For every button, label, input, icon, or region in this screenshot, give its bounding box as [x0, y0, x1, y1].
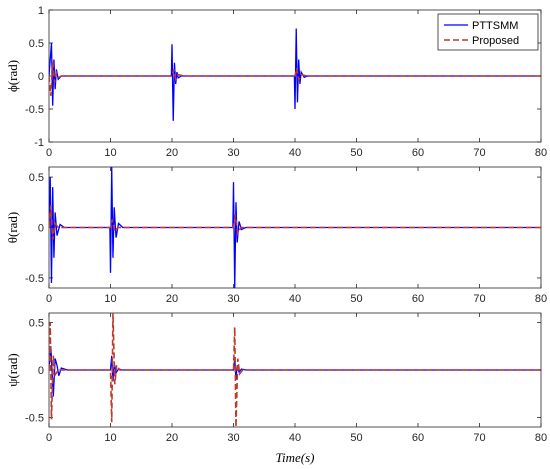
y-tick-label: 0 [38, 71, 44, 83]
x-tick-label: 30 [227, 147, 239, 159]
x-tick-label: 80 [535, 147, 547, 159]
x-axis-label: Time(s) [276, 450, 315, 465]
legend-label: PTTSMM [472, 20, 518, 32]
series-line-proposed [49, 61, 541, 96]
legend: PTTSMM Proposed [437, 13, 539, 51]
x-tick-label: 0 [46, 147, 52, 159]
y-tick-label: 0 [38, 365, 44, 377]
x-tick-label: 70 [473, 432, 485, 444]
y-tick-label: -0.5 [25, 273, 44, 285]
y-tick-label: -0.5 [25, 413, 44, 425]
x-tick-label: 30 [227, 432, 239, 444]
y-tick-label: 0.5 [29, 172, 44, 184]
series-line-proposed [49, 313, 541, 427]
x-tick-label: 50 [350, 147, 362, 159]
x-tick-label: 70 [473, 293, 485, 305]
x-tick-label: 60 [412, 432, 424, 444]
subplot-1: 0 10 20 30 40 50 60 70 80 -1 -0.5 0 0.5 1 ϕ(rad) PTTSMM… [5, 5, 547, 159]
y-axis-label: θ(rad) [5, 212, 20, 243]
x-tick-label: 20 [166, 147, 178, 159]
x-tick-label: 0 [46, 293, 52, 305]
series-line-pttsmm [49, 28, 541, 121]
subplot-3: 0 10 20 30 40 50 60 70 80-0.500.5ψ(rad)Time(s) [5, 312, 547, 465]
x-tick-label: 0 [46, 432, 52, 444]
x-tick-label: 40 [289, 147, 301, 159]
x-tick-label: 50 [350, 432, 362, 444]
x-tick-label: 10 [104, 432, 116, 444]
x-tick-label: 30 [227, 293, 239, 305]
y-tick-label: 0 [38, 223, 44, 235]
x-tick-label: 80 [535, 432, 547, 444]
x-tick-label: 40 [289, 432, 301, 444]
series-line-pttsmm [49, 167, 541, 288]
y-tick-label: -0.5 [25, 104, 44, 116]
subplot-2: 0 10 20 30 40 50 60 70 80-0.500.5θ(rad) [5, 166, 547, 305]
x-tick-label: 80 [535, 293, 547, 305]
legend-label: Proposed [472, 35, 519, 47]
y-tick-label: 0.5 [29, 38, 44, 50]
y-axis-label: ψ(rad) [5, 353, 20, 386]
y-tick-label: -1 [34, 137, 44, 149]
x-tick-label: 60 [412, 293, 424, 305]
x-tick-label: 40 [289, 293, 301, 305]
x-tick-label: 20 [166, 293, 178, 305]
legend-box [437, 13, 539, 51]
y-tick-label: 0.5 [29, 318, 44, 330]
x-tick-label: 20 [166, 432, 178, 444]
series-line-proposed [49, 205, 541, 240]
x-tick-label: 10 [104, 147, 116, 159]
x-tick-label: 50 [350, 293, 362, 305]
y-tick-label: 1 [38, 5, 44, 17]
x-tick-label: 10 [104, 293, 116, 305]
y-axis-label: ϕ(rad) [5, 60, 20, 92]
x-tick-label: 60 [412, 147, 424, 159]
x-tick-label: 70 [473, 147, 485, 159]
